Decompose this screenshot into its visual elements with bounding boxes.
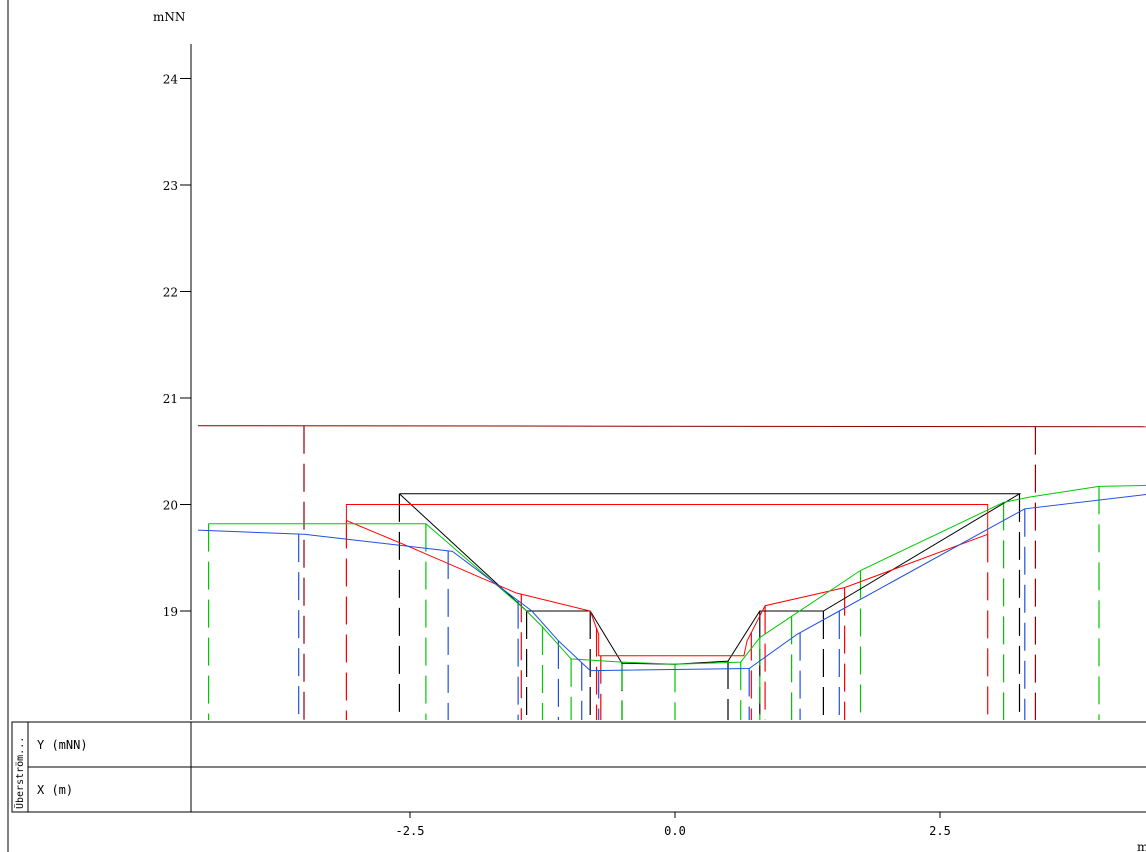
y-ticks: 19 20 21 22 23 24 xyxy=(163,73,191,619)
y-tick-label: 20 xyxy=(163,499,178,513)
marker-lines xyxy=(208,425,1100,720)
table-border xyxy=(11,721,1146,813)
x-tick-label: -2.5 xyxy=(396,824,425,838)
x-tick-label: 0.0 xyxy=(664,824,686,838)
table-side-label: Überström... xyxy=(13,737,26,809)
series-lines xyxy=(197,425,1146,672)
x-ticks: -2.5 0.0 2.5 xyxy=(396,812,951,838)
series-4-line xyxy=(197,494,1146,672)
x-tick-label: 2.5 xyxy=(929,824,951,838)
y-tick-label: 19 xyxy=(163,605,178,619)
table-row-x-label: X (m) xyxy=(37,783,73,797)
series-3-line xyxy=(208,484,1146,665)
y-tick-label: 24 xyxy=(163,73,179,87)
y-tick-label: 23 xyxy=(163,179,178,193)
y-tick-label: 21 xyxy=(163,392,178,406)
table-row-y-label: Y (mNN) xyxy=(37,738,88,752)
series-0-line xyxy=(197,425,1146,428)
series-2-line xyxy=(345,504,989,657)
y-tick-label: 22 xyxy=(163,286,178,300)
x-axis-unit-label: m xyxy=(1137,840,1146,852)
data-table: Überström... Y (mNN) X (m) xyxy=(11,721,1146,813)
y-axis-unit-label: mNN xyxy=(153,10,185,24)
series-1-line xyxy=(399,493,1022,665)
